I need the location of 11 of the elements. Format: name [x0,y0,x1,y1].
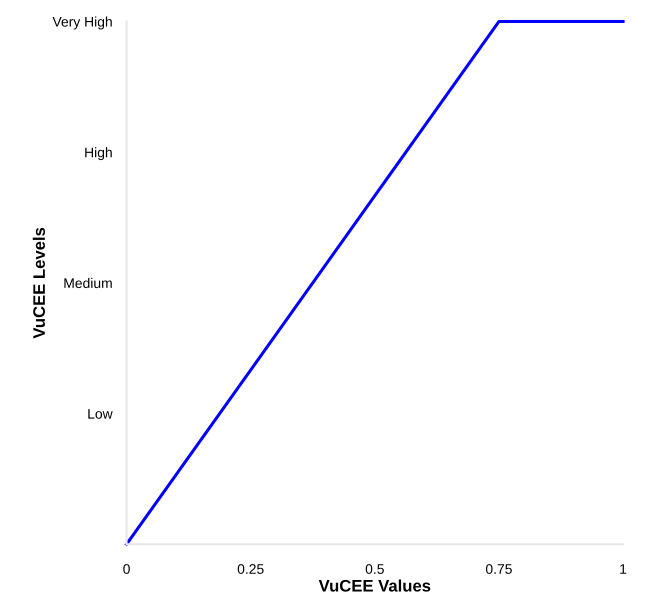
text: High [85,147,112,160]
x-tick-label: 1 [620,564,626,574]
x-tick-label: 0.25 [238,564,264,574]
x-tick-label: 0.5 [366,564,384,574]
x-axis-title: VuCEE Values [318,579,430,592]
text: Medium [64,278,112,288]
text: Low [88,409,113,419]
text: Very High [52,16,112,30]
x-tick-label: 0 [123,564,130,574]
y-axis-title: VuCEE Levels [32,228,45,339]
x-tick-label: 0.75 [486,564,512,574]
